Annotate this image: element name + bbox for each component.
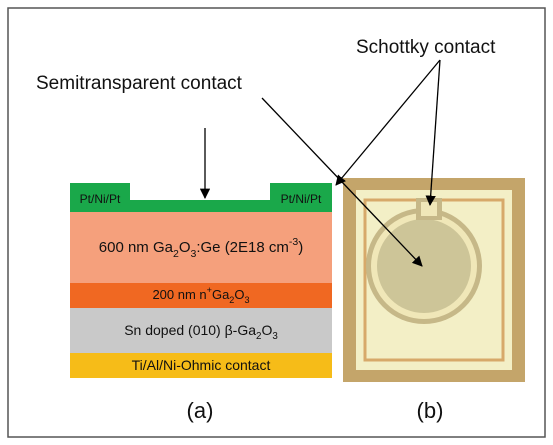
layer-stack: Pt/Ni/Pt Pt/Ni/Pt: [70, 183, 332, 378]
figure: Pt/Ni/Pt Pt/Ni/Pt Schottky contact Semit…: [0, 0, 553, 445]
panel-label: (b): [417, 398, 444, 423]
contact-label: Pt/Ni/Pt: [281, 192, 322, 206]
tab-inner: [421, 202, 437, 216]
layer-label: 200 nm n+Ga2O3: [152, 285, 249, 305]
device-photo: [343, 178, 525, 382]
label: Semitransparent contact: [36, 73, 243, 94]
label-text: Sn doped (010) β-Ga: [124, 322, 256, 338]
label-text: O: [234, 287, 244, 302]
label-text: 200 nm n: [152, 287, 206, 302]
label-text: Ti/Al/Ni-Ohmic contact: [132, 357, 271, 373]
label-text: 600 nm Ga: [99, 239, 174, 256]
layer-label: Ti/Al/Ni-Ohmic contact: [132, 357, 271, 373]
label-text: O: [261, 322, 272, 338]
subscript: 3: [244, 295, 249, 305]
subscript: 3: [272, 331, 278, 342]
contact-label: Pt/Ni/Pt: [80, 192, 121, 206]
panel-label: (a): [187, 398, 214, 423]
label-text: :Ge (2E18 cm: [196, 239, 289, 256]
label-text: O: [179, 239, 191, 256]
label: Schottky contact: [356, 37, 496, 58]
superscript: -3: [289, 236, 298, 248]
label-text: Ga: [212, 287, 230, 302]
label-text: ): [298, 239, 303, 256]
